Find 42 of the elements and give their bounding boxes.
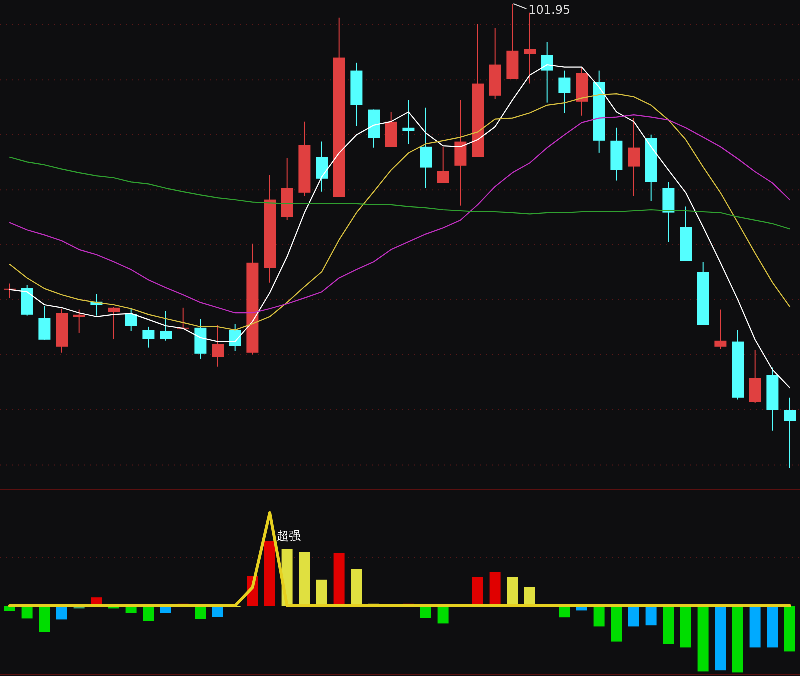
bar [351, 569, 362, 606]
candlestick [541, 42, 554, 104]
bar [646, 606, 657, 626]
candlestick [420, 107, 432, 189]
bar [39, 606, 50, 632]
bar [611, 606, 622, 642]
bar [264, 541, 276, 606]
bar [715, 606, 726, 671]
bar [784, 606, 796, 652]
candlestick [628, 118, 640, 197]
candlestick [437, 146, 450, 184]
bar [594, 606, 605, 627]
candlestick [160, 310, 172, 342]
candlestick [714, 309, 727, 350]
bar [750, 606, 761, 648]
bar [334, 553, 345, 606]
bar [680, 606, 692, 648]
bar [299, 552, 310, 606]
candlestick [316, 141, 328, 192]
bar [143, 606, 154, 621]
bar [524, 587, 536, 606]
bar [732, 606, 744, 673]
candlestick [212, 324, 224, 368]
candlestick [125, 308, 138, 332]
candlestick [402, 100, 415, 145]
bar [490, 572, 501, 606]
bar [698, 606, 709, 672]
bar [438, 606, 449, 624]
annotation: 超强 [277, 529, 301, 543]
annotation: 101.95 [528, 3, 571, 17]
bar [472, 577, 484, 606]
candlestick [784, 397, 796, 468]
candlestick [142, 326, 155, 348]
bar [507, 577, 518, 606]
candlestick [229, 324, 242, 352]
candlestick [38, 306, 51, 340]
candlestick [108, 306, 120, 340]
candlestick [558, 70, 571, 114]
bar [316, 580, 328, 606]
bar [767, 606, 778, 648]
bar [628, 606, 640, 627]
bar [663, 606, 674, 644]
